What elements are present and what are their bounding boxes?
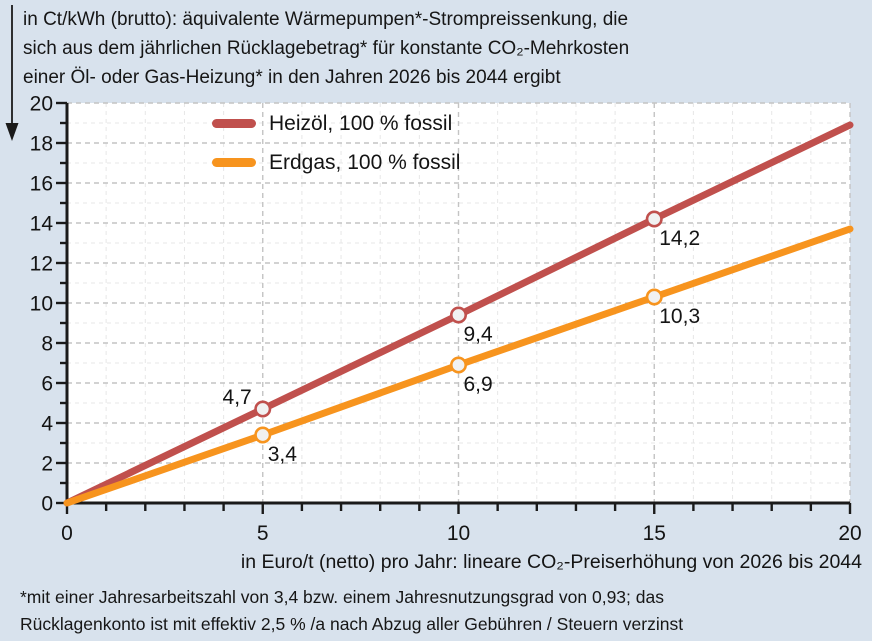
erdgas-line-swatch-icon — [212, 158, 256, 167]
data-point-label: 14,2 — [659, 227, 700, 250]
footnote-line: *mit einer Jahresarbeitszahl von 3,4 bzw… — [20, 587, 664, 607]
heizoel-line-swatch-icon — [212, 119, 256, 128]
x-tick-label: 15 — [643, 522, 666, 545]
data-point-marker — [254, 400, 272, 418]
data-point-label: 4,7 — [223, 386, 252, 409]
chart-title: in Ct/kWh (brutto): äquivalente Wärmepum… — [23, 5, 823, 92]
y-tick-label: 6 — [41, 373, 53, 396]
chart-title-line: sich aus dem jährlichen Rücklagebetrag* … — [23, 38, 630, 59]
data-point-marker — [254, 426, 272, 444]
data-points-heizoel: 4,7 9,4 14,2 — [223, 210, 700, 418]
legend-label: Heizöl, 100 % fossil — [269, 111, 453, 135]
y-tick-label: 10 — [30, 293, 53, 316]
y-tick-label: 8 — [41, 333, 53, 356]
x-tick-label: 0 — [61, 522, 73, 545]
data-point-marker — [449, 306, 467, 324]
legend-item-heizoel: Heizöl, 100 % fossil — [212, 104, 460, 143]
y-tick-label: 14 — [30, 213, 54, 236]
y-tick-label: 12 — [30, 253, 53, 276]
chart-title-line: einer Öl- oder Gas-Heizung* in den Jahre… — [23, 67, 561, 88]
axes — [56, 101, 852, 514]
down-arrow-icon — [5, 5, 19, 141]
data-points-erdgas: 3,4 6,9 10,3 — [254, 288, 700, 466]
y-tick-label: 20 — [30, 93, 53, 116]
data-point-marker — [645, 288, 663, 306]
legend: Heizöl, 100 % fossil Erdgas, 100 % fossi… — [212, 104, 460, 182]
y-tick-label: 2 — [41, 453, 53, 476]
gridlines — [67, 102, 851, 503]
legend-label: Erdgas, 100 % fossil — [269, 150, 461, 174]
x-axis-title: in Euro/t (netto) pro Jahr: lineare CO₂-… — [241, 551, 862, 573]
y-tick-label: 4 — [41, 413, 53, 436]
y-tick-label: 18 — [30, 133, 53, 156]
chart-title-line: in Ct/kWh (brutto): äquivalente Wärmepum… — [23, 9, 629, 30]
tick-labels: 0 2 4 6 8 10 12 14 16 18 20 0 5 10 15 20 — [30, 93, 862, 546]
y-tick-label: 0 — [41, 493, 53, 516]
data-point-label: 10,3 — [659, 305, 700, 328]
x-tick-label: 20 — [838, 522, 861, 545]
footnote: *mit einer Jahresarbeitszahl von 3,4 bzw… — [20, 584, 860, 638]
data-point-marker — [449, 356, 467, 374]
data-point-label: 6,9 — [464, 373, 493, 396]
x-tick-label: 5 — [257, 522, 269, 545]
data-point-label: 9,4 — [464, 323, 494, 346]
data-point-marker — [645, 210, 663, 228]
x-tick-label: 10 — [447, 522, 470, 545]
y-tick-label: 16 — [30, 173, 53, 196]
footnote-line: Rücklagenkonto ist mit effektiv 2,5 % /a… — [20, 614, 684, 634]
data-point-label: 3,4 — [268, 443, 298, 466]
legend-item-erdgas: Erdgas, 100 % fossil — [212, 143, 460, 182]
